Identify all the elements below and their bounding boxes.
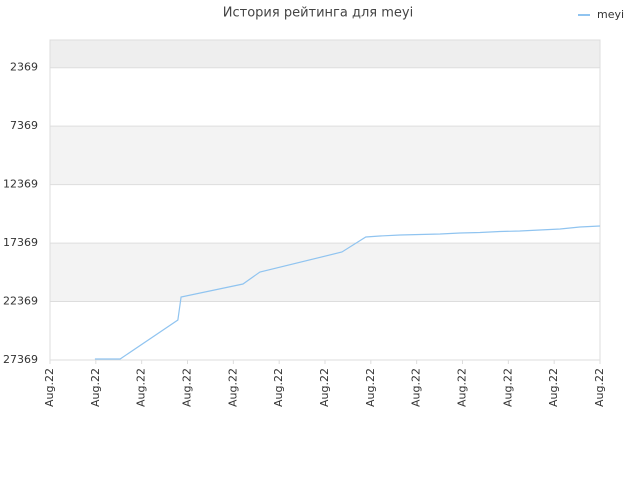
x-tick-label: Aug.22 — [226, 368, 239, 407]
x-tick-label: Aug.22 — [593, 368, 606, 407]
line — [94, 225, 601, 360]
x-tick-label: Aug.22 — [135, 368, 148, 407]
legend-label: meyi — [597, 8, 624, 21]
x-tick-label: Aug.22 — [272, 368, 285, 407]
plot-band — [50, 301, 600, 360]
x-tick-label: Aug.22 — [547, 368, 560, 407]
x-tick-label: Aug.22 — [89, 368, 102, 407]
plot-band — [50, 40, 600, 68]
y-tick-label: 2369 — [10, 61, 38, 74]
y-tick-label: 27369 — [3, 353, 38, 366]
plot-band — [50, 126, 600, 185]
y-tick-label: 12369 — [3, 178, 38, 191]
x-tick-label: Aug.22 — [410, 368, 423, 407]
chart-title: История рейтинга для meyi — [223, 6, 413, 21]
plot-band — [50, 184, 600, 244]
x-tick-label: Aug.22 — [364, 368, 377, 407]
x-tick-label: Aug.22 — [501, 368, 514, 407]
plot-band — [50, 243, 600, 302]
x-tick-label: Aug.22 — [456, 368, 469, 407]
x-tick-label: Aug.22 — [181, 368, 194, 407]
x-tick-label: Aug.22 — [43, 368, 56, 407]
y-tick-label: 17369 — [3, 236, 38, 249]
x-tick-label: Aug.22 — [318, 368, 331, 407]
plot-band — [50, 67, 600, 127]
y-tick-label: 7369 — [10, 119, 38, 132]
y-tick-label: 22369 — [3, 295, 38, 308]
